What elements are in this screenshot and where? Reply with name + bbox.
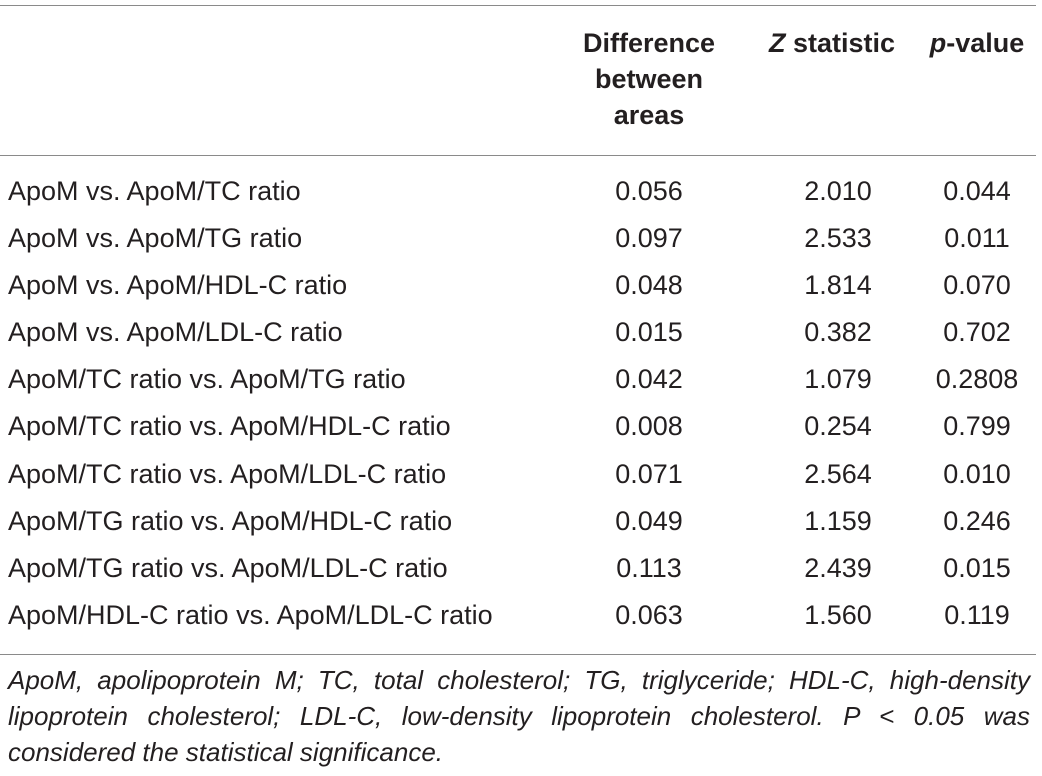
table-row: ApoM/HDL-C ratio vs. ApoM/LDL-C ratio 0.… (0, 592, 1036, 639)
p-value-cell: 0.070 (943, 270, 1011, 301)
z-statistic-cell: 0.254 (804, 411, 872, 442)
difference-cell: 0.015 (615, 317, 683, 348)
table-row: ApoM vs. ApoM/TC ratio 0.056 2.010 0.044 (0, 168, 1036, 215)
table-row: ApoM/TG ratio vs. ApoM/HDL-C ratio 0.049… (0, 498, 1036, 545)
header-p-rest: -value (946, 28, 1025, 58)
z-statistic-cell: 1.814 (804, 270, 872, 301)
table-row: ApoM vs. ApoM/TG ratio 0.097 2.533 0.011 (0, 215, 1036, 262)
comparison-cell: ApoM vs. ApoM/HDL-C ratio (8, 270, 348, 301)
table-top-rule (0, 5, 1036, 6)
difference-cell: 0.063 (615, 599, 683, 630)
p-value-cell: 0.011 (944, 223, 1010, 254)
comparison-cell: ApoM vs. ApoM/TG ratio (8, 223, 303, 254)
table-row: ApoM/TC ratio vs. ApoM/HDL-C ratio 0.008… (0, 403, 1036, 450)
table-row: ApoM vs. ApoM/LDL-C ratio 0.015 0.382 0.… (0, 309, 1036, 356)
difference-cell: 0.048 (615, 270, 683, 301)
difference-cell: 0.042 (615, 364, 683, 395)
header-p-value: p-value (918, 25, 1036, 61)
difference-cell: 0.071 (615, 458, 683, 489)
comparison-cell: ApoM/HDL-C ratio vs. ApoM/LDL-C ratio (8, 599, 493, 630)
comparison-cell: ApoM vs. ApoM/TC ratio (8, 176, 301, 206)
table-row: ApoM/TG ratio vs. ApoM/LDL-C ratio 0.113… (0, 545, 1036, 592)
difference-cell: 0.056 (615, 176, 683, 206)
header-z-italic: Z (768, 28, 786, 58)
table-row: ApoM vs. ApoM/HDL-C ratio 0.048 1.814 0.… (0, 262, 1036, 309)
comparison-cell: ApoM vs. ApoM/LDL-C ratio (8, 317, 343, 348)
z-statistic-cell: 1.159 (804, 505, 872, 536)
z-statistic-cell: 2.533 (804, 223, 872, 254)
table-row: ApoM/TC ratio vs. ApoM/LDL-C ratio 0.071… (0, 451, 1036, 498)
comparison-cell: ApoM/TG ratio vs. ApoM/LDL-C ratio (8, 552, 448, 583)
header-z-statistic: Z statistic (752, 25, 912, 61)
table-body: ApoM vs. ApoM/TC ratio 0.056 2.010 0.044… (0, 168, 1036, 639)
table-header-rule (0, 155, 1036, 156)
comparison-cell: ApoM/TC ratio vs. ApoM/TG ratio (8, 364, 406, 395)
p-value-cell: 0.2808 (935, 364, 1019, 395)
z-statistic-cell: 1.079 (804, 364, 872, 395)
p-value-cell: 0.010 (943, 458, 1011, 489)
header-difference-between-areas: Difference between areas (582, 28, 716, 130)
z-statistic-cell: 1.560 (804, 599, 872, 630)
difference-cell: 0.049 (615, 505, 683, 536)
p-value-cell: 0.119 (944, 599, 1010, 630)
header-p-italic: p (929, 28, 947, 58)
p-value-cell: 0.044 (943, 176, 1011, 206)
comparison-cell: ApoM/TG ratio vs. ApoM/HDL-C ratio (8, 505, 453, 536)
comparison-cell: ApoM/TC ratio vs. ApoM/HDL-C ratio (8, 411, 451, 442)
z-statistic-cell: 0.382 (804, 317, 872, 348)
difference-cell: 0.113 (616, 552, 682, 583)
p-value-cell: 0.246 (943, 505, 1011, 536)
z-statistic-cell: 2.439 (804, 552, 872, 583)
table-bottom-rule (0, 654, 1036, 655)
z-statistic-cell: 2.010 (804, 176, 872, 206)
p-value-cell: 0.015 (943, 552, 1011, 583)
header-z-rest: statistic (785, 28, 896, 58)
z-statistic-cell: 2.564 (804, 458, 872, 489)
comparison-cell: ApoM/TC ratio vs. ApoM/LDL-C ratio (8, 458, 447, 489)
difference-cell: 0.097 (615, 223, 683, 254)
p-value-cell: 0.702 (943, 317, 1011, 348)
p-value-cell: 0.799 (943, 411, 1011, 442)
table-footnote: ApoM, apolipoprotein M; TC, total choles… (8, 665, 1030, 767)
difference-cell: 0.008 (615, 411, 683, 442)
table-row: ApoM/TC ratio vs. ApoM/TG ratio 0.042 1.… (0, 356, 1036, 403)
